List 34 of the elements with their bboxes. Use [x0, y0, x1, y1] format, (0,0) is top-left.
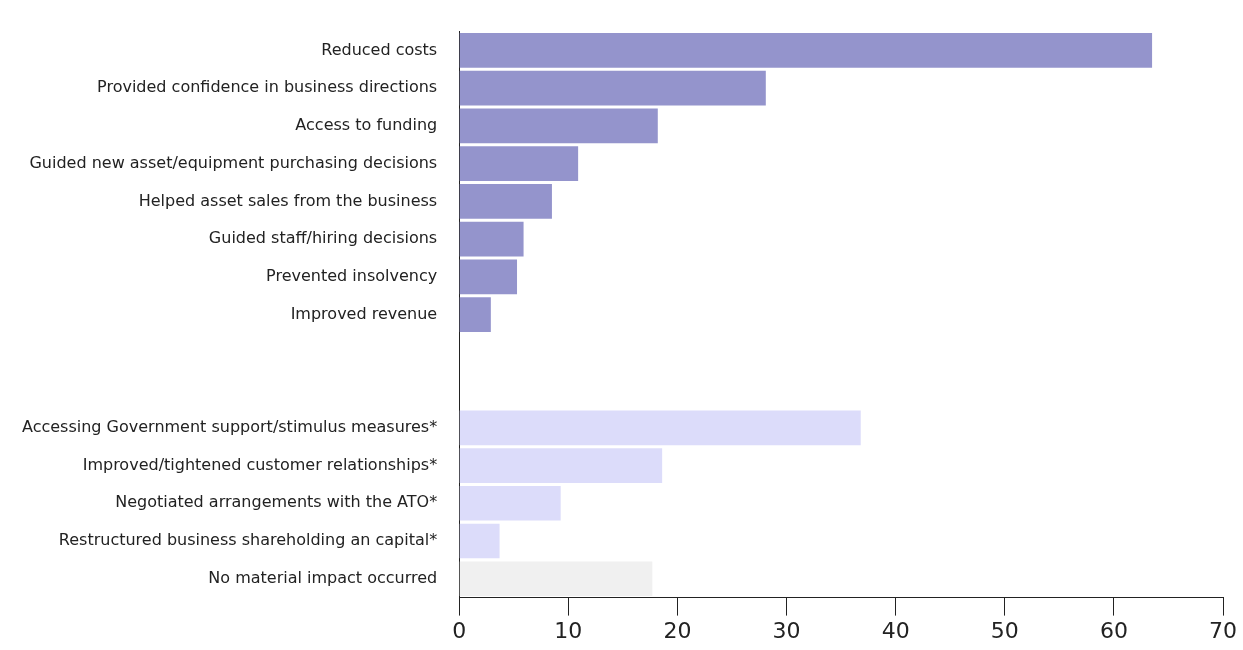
x-tick-label: 30 — [772, 617, 801, 643]
x-tick-label: 20 — [663, 617, 692, 643]
x-tick-label: 10 — [554, 617, 583, 643]
x-tick-label: 70 — [1209, 617, 1237, 643]
y-tick-label: Restructured business shareholding an capital* — [58, 530, 438, 550]
y-tick-label: Improved revenue — [290, 303, 438, 323]
y-tick-label: Provided confidence in business directions — [97, 77, 438, 97]
x-tick-label: 0 — [452, 617, 467, 643]
bar — [459, 410, 861, 446]
bar — [459, 297, 491, 332]
y-tick-label: Improved/tightened customer relationships* — [82, 454, 438, 474]
bar — [459, 146, 579, 182]
y-tick-label: Reduced costs — [321, 39, 438, 59]
y-tick-label: Accessing Government support/stimulus measures* — [21, 416, 438, 436]
y-tick-label: Guided staff/hiring decisions — [208, 228, 438, 248]
bar — [459, 561, 653, 597]
bar — [459, 485, 561, 521]
y-tick-label: Guided new asset/equipment purchasing decisions — [29, 152, 438, 172]
bar — [459, 259, 518, 295]
bar — [459, 33, 1153, 68]
y-tick-label: Prevented insolvency — [266, 266, 438, 286]
y-tick-label: No material impact occurred — [208, 567, 438, 587]
bar — [459, 221, 524, 257]
bar — [459, 523, 500, 559]
x-tick-label: 60 — [1099, 617, 1128, 643]
x-tick-label: 50 — [990, 617, 1019, 643]
y-tick-label: Access to funding — [295, 115, 438, 135]
x-tick-label: 40 — [881, 617, 910, 643]
bar — [459, 448, 663, 483]
bar — [459, 108, 658, 144]
y-tick-label: Helped asset sales from the business — [138, 190, 438, 210]
bar — [459, 70, 766, 106]
y-tick-label: Negotiated arrangements with the ATO* — [115, 492, 438, 512]
bar — [459, 184, 552, 219]
